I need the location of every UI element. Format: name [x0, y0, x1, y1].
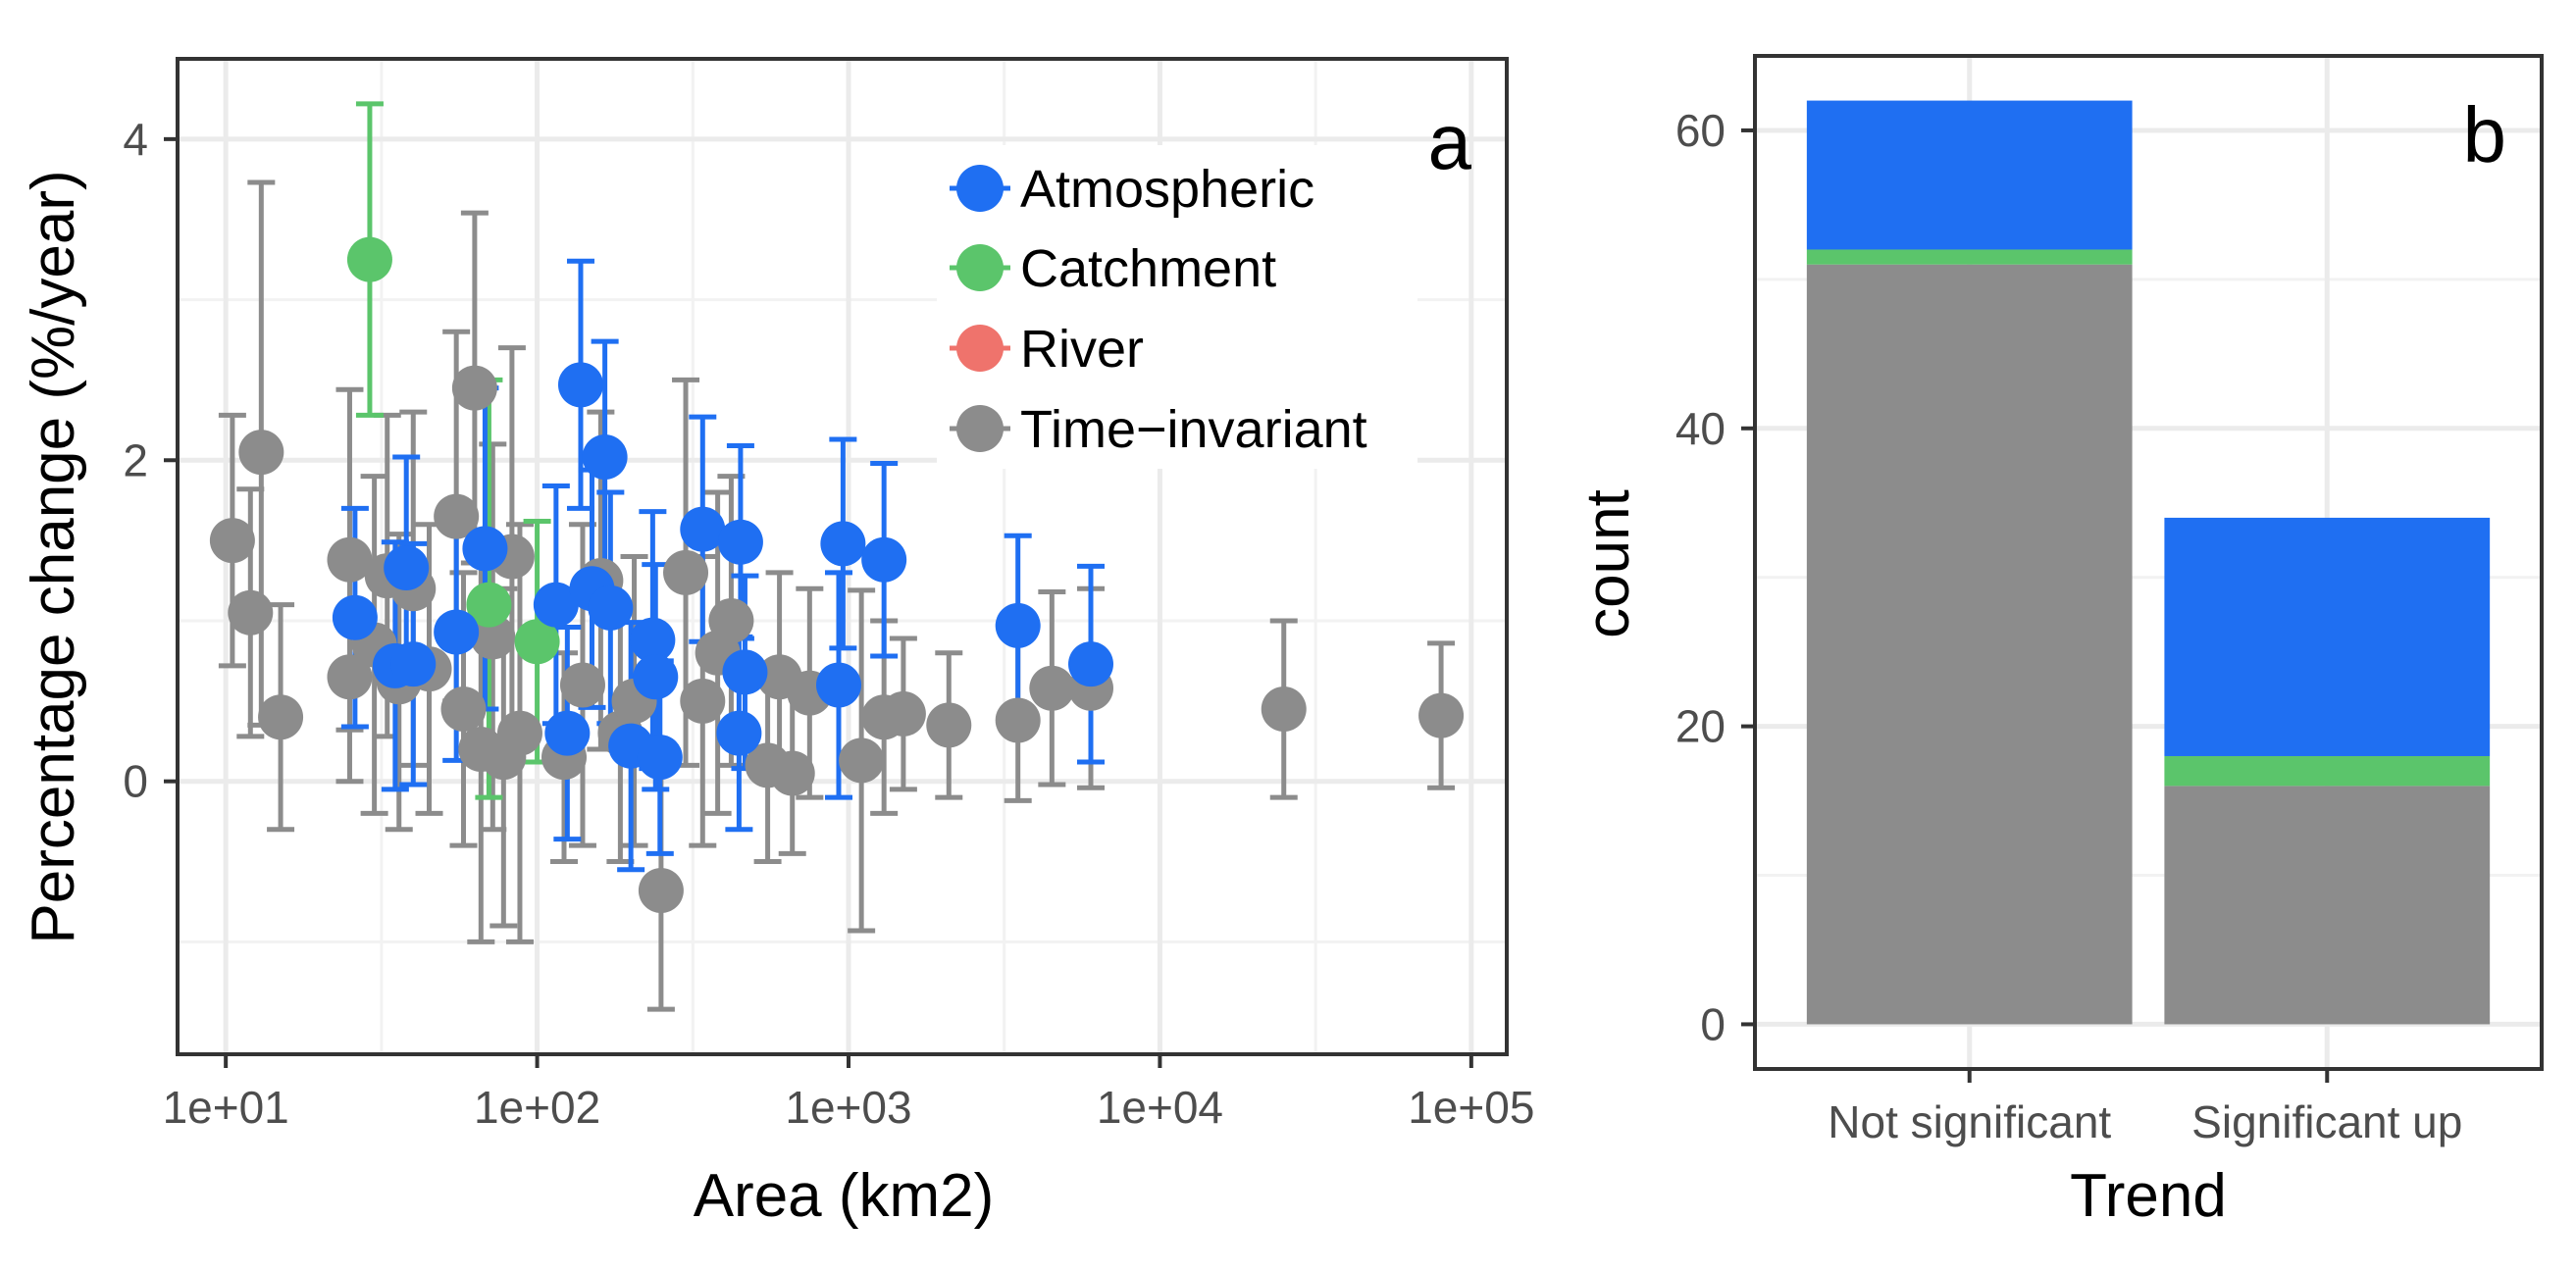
legend-item-catchment: Catchment	[950, 239, 1276, 298]
point-time-invariant	[238, 430, 284, 476]
panel-a-ticks: 1e+01 1e+02 1e+03 1e+04 1e+05 0 2 4	[123, 114, 1534, 1133]
bar-segment-significant-up-atmospheric	[2164, 517, 2491, 756]
legend-item-time-invariant: Time−invariant	[950, 400, 1367, 459]
point-atmospheric	[861, 536, 907, 583]
panel-b-y-tick-label: 40	[1675, 403, 1726, 454]
legend-key-dot-time-invariant	[956, 405, 1004, 452]
point-atmospheric	[995, 602, 1041, 648]
panel-b-y-tick-label: 0	[1700, 998, 1726, 1049]
panel-a-letter: a	[1428, 98, 1472, 185]
point-atmospheric	[533, 582, 579, 628]
panel-b-bars	[1806, 100, 2491, 1025]
point-atmospheric	[390, 641, 437, 687]
panel-b-y-tick-label: 20	[1675, 701, 1726, 752]
bar-segment-not-significant-atmospheric	[1806, 100, 2133, 250]
panel-b-frame	[1753, 54, 2544, 1071]
point-atmospheric	[434, 609, 480, 655]
panel-b-y-axis-title: count	[1574, 489, 1642, 638]
panel-a-x-tick-label: 1e+02	[474, 1082, 600, 1133]
point-catchment	[466, 582, 512, 628]
legend-label-time-invariant: Time−invariant	[1020, 400, 1367, 459]
panel-b-x-tick-label-not-significant: Not significant	[1828, 1096, 2111, 1147]
point-time-invariant	[1029, 665, 1075, 711]
point-time-invariant	[663, 549, 709, 595]
point-catchment	[346, 236, 392, 282]
point-time-invariant	[1418, 692, 1465, 738]
point-time-invariant	[451, 365, 497, 411]
panel-b-x-axis-title: Trend	[2070, 1162, 2227, 1230]
legend-background	[937, 145, 1417, 469]
panel-b-stacked-bar: b 0 20 40 60 Not significant Significant up T…	[1574, 54, 2544, 1230]
point-time-invariant	[327, 536, 373, 583]
point-time-invariant	[926, 702, 972, 748]
point-time-invariant	[209, 518, 255, 564]
point-atmospheric	[815, 662, 861, 708]
point-atmospheric	[582, 434, 628, 480]
panel-a-y-tick-label: 0	[123, 756, 148, 807]
point-atmospheric	[717, 519, 763, 565]
point-time-invariant	[496, 710, 542, 756]
point-time-invariant	[440, 686, 487, 733]
point-atmospheric	[820, 521, 866, 567]
panel-b-y-tick-label: 60	[1675, 105, 1726, 156]
point-atmospheric	[384, 544, 430, 590]
legend-key-dot-river	[956, 325, 1004, 372]
panel-a-x-tick-label: 1e+01	[163, 1082, 289, 1133]
bar-segment-significant-up-catchment	[2164, 755, 2491, 787]
panel-a-legend: Atmospheric Catchment River Time−invaria…	[937, 145, 1417, 469]
point-atmospheric	[716, 710, 762, 756]
point-time-invariant	[839, 737, 885, 784]
legend-label-river: River	[1020, 320, 1144, 379]
point-time-invariant	[1261, 686, 1307, 733]
point-atmospheric	[722, 649, 768, 695]
point-time-invariant	[680, 678, 726, 724]
point-time-invariant	[638, 868, 684, 914]
panel-a-x-tick-label: 1e+03	[785, 1082, 911, 1133]
panel-a-y-tick-label: 4	[123, 114, 148, 165]
panel-b-letter: b	[2463, 91, 2507, 178]
point-time-invariant	[880, 690, 926, 737]
point-atmospheric	[637, 735, 683, 781]
bar-segment-not-significant-catchment	[1806, 249, 2133, 265]
point-time-invariant	[228, 589, 274, 636]
point-atmospheric	[630, 617, 676, 663]
point-time-invariant	[258, 694, 304, 740]
point-catchment	[514, 619, 560, 665]
panel-a-x-axis-title: Area (km2)	[694, 1162, 995, 1230]
panel-b-ticks: 0 20 40 60 Not significant Significant up	[1675, 105, 2463, 1147]
point-atmospheric	[1067, 641, 1113, 687]
panel-a-x-tick-label: 1e+04	[1097, 1082, 1223, 1133]
point-time-invariant	[769, 750, 815, 796]
legend-label-catchment: Catchment	[1020, 239, 1276, 298]
panel-a-y-axis-title: Percentage change (%/year)	[20, 170, 87, 943]
bar-segment-significant-up-time-invariant	[2164, 786, 2491, 1025]
point-atmospheric	[588, 585, 634, 631]
point-atmospheric	[633, 654, 679, 700]
point-time-invariant	[327, 654, 373, 700]
legend-label-atmospheric: Atmospheric	[1020, 160, 1314, 219]
legend-key-dot-atmospheric	[956, 165, 1004, 212]
point-time-invariant	[995, 697, 1041, 743]
panel-a-frame	[176, 57, 1509, 1056]
point-atmospheric	[680, 506, 726, 552]
point-atmospheric	[557, 362, 603, 408]
panel-b-x-tick-label-significant-up: Significant up	[2191, 1096, 2462, 1147]
point-atmospheric	[544, 710, 591, 756]
point-time-invariant	[708, 597, 754, 643]
point-atmospheric	[332, 594, 378, 640]
bar-segment-not-significant-time-invariant	[1806, 264, 2133, 1025]
point-time-invariant	[559, 662, 605, 708]
panel-a-points	[209, 236, 1465, 914]
point-atmospheric	[462, 526, 508, 572]
panel-a-x-tick-label: 1e+05	[1408, 1082, 1534, 1133]
legend-item-river: River	[950, 320, 1144, 379]
panel-a-scatter: Atmospheric Catchment River Time−invaria…	[20, 57, 1534, 1230]
legend-key-dot-catchment	[956, 244, 1004, 291]
point-time-invariant	[434, 493, 480, 539]
panel-a-y-tick-label: 2	[123, 434, 148, 485]
legend-item-atmospheric: Atmospheric	[950, 160, 1314, 219]
